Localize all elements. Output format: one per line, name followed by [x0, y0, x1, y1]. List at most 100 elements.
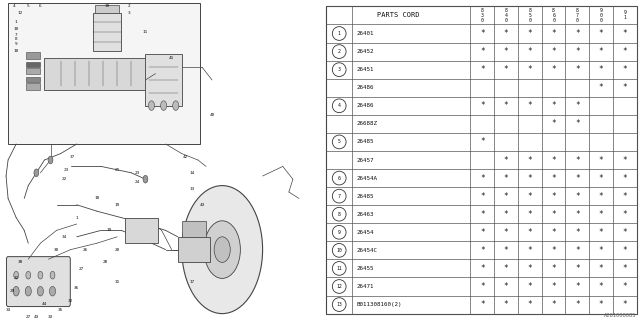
- Text: *: *: [599, 173, 604, 183]
- Text: 35: 35: [58, 308, 63, 312]
- Text: 34: 34: [62, 235, 67, 239]
- Text: PARTS CORD: PARTS CORD: [377, 12, 420, 19]
- Text: *: *: [599, 228, 604, 237]
- Circle shape: [161, 101, 166, 110]
- Circle shape: [332, 63, 346, 76]
- Text: 43: 43: [200, 203, 205, 207]
- Text: 2: 2: [338, 49, 340, 54]
- Text: 36: 36: [74, 286, 79, 290]
- Text: *: *: [623, 282, 627, 291]
- Text: 23: 23: [64, 168, 69, 172]
- Text: 14: 14: [189, 171, 195, 175]
- Text: *: *: [480, 264, 484, 273]
- Circle shape: [332, 189, 346, 203]
- Text: *: *: [480, 137, 484, 147]
- Text: *: *: [623, 29, 627, 38]
- Circle shape: [332, 207, 346, 221]
- Text: *: *: [575, 264, 580, 273]
- Text: *: *: [551, 228, 556, 237]
- Text: *: *: [480, 228, 484, 237]
- Text: 44: 44: [42, 302, 47, 306]
- Text: 2: 2: [128, 4, 131, 8]
- Circle shape: [332, 225, 346, 239]
- Text: *: *: [504, 282, 508, 291]
- Text: 12: 12: [337, 284, 342, 289]
- Text: 9
0
0: 9 0 0: [600, 8, 603, 23]
- Text: 26463: 26463: [357, 212, 374, 217]
- Text: *: *: [623, 83, 627, 92]
- Text: 1: 1: [76, 216, 78, 220]
- Circle shape: [332, 261, 346, 275]
- Circle shape: [49, 286, 56, 296]
- Text: *: *: [504, 101, 508, 110]
- Text: *: *: [527, 65, 532, 74]
- Text: 5: 5: [338, 140, 340, 144]
- Circle shape: [332, 135, 346, 149]
- Text: 26486: 26486: [357, 103, 374, 108]
- Text: 5: 5: [27, 4, 29, 8]
- Text: *: *: [623, 264, 627, 273]
- Text: 8
7
0: 8 7 0: [576, 8, 579, 23]
- Text: *: *: [504, 210, 508, 219]
- Text: 20: 20: [115, 248, 120, 252]
- Circle shape: [13, 271, 19, 279]
- Text: 38: 38: [17, 260, 23, 264]
- Text: *: *: [575, 173, 580, 183]
- Text: *: *: [575, 47, 580, 56]
- Text: 11: 11: [143, 30, 148, 34]
- Circle shape: [332, 45, 346, 59]
- Circle shape: [214, 237, 230, 262]
- Text: *: *: [504, 65, 508, 74]
- Text: *: *: [504, 192, 508, 201]
- Circle shape: [13, 286, 19, 296]
- Text: *: *: [599, 264, 604, 273]
- Circle shape: [25, 286, 31, 296]
- Text: *: *: [504, 228, 508, 237]
- Text: *: *: [504, 47, 508, 56]
- Text: 4: 4: [338, 103, 340, 108]
- Text: 26454C: 26454C: [357, 248, 378, 253]
- Circle shape: [332, 27, 346, 40]
- Circle shape: [332, 280, 346, 293]
- FancyBboxPatch shape: [6, 257, 70, 307]
- Text: 8: 8: [338, 212, 340, 217]
- Text: *: *: [551, 156, 556, 164]
- Text: 26454: 26454: [357, 230, 374, 235]
- Text: *: *: [480, 101, 484, 110]
- Text: 26451: 26451: [357, 67, 374, 72]
- Text: *: *: [504, 156, 508, 164]
- Text: 37: 37: [70, 155, 76, 159]
- Text: *: *: [551, 101, 556, 110]
- Text: *: *: [480, 65, 484, 74]
- Circle shape: [148, 101, 154, 110]
- Text: *: *: [527, 300, 532, 309]
- Text: *: *: [527, 246, 532, 255]
- Text: 40: 40: [209, 113, 215, 117]
- Text: *: *: [551, 282, 556, 291]
- Text: 26452: 26452: [357, 49, 374, 54]
- Text: *: *: [551, 210, 556, 219]
- Text: 21: 21: [115, 168, 120, 172]
- Text: 17: 17: [189, 280, 195, 284]
- Text: *: *: [504, 264, 508, 273]
- Text: 7: 7: [15, 33, 17, 37]
- Text: 9: 9: [338, 230, 340, 235]
- Text: *: *: [480, 192, 484, 201]
- Text: *: *: [480, 173, 484, 183]
- Circle shape: [143, 175, 148, 183]
- Text: 11: 11: [337, 266, 342, 271]
- Text: *: *: [551, 192, 556, 201]
- Text: *: *: [575, 300, 580, 309]
- Text: 24: 24: [135, 180, 140, 184]
- Text: *: *: [575, 29, 580, 38]
- Text: B011308160(2): B011308160(2): [357, 302, 403, 307]
- Bar: [26, 52, 40, 59]
- Bar: [26, 77, 40, 82]
- Text: 10: 10: [13, 49, 19, 53]
- Text: 3: 3: [128, 11, 131, 15]
- Text: *: *: [527, 47, 532, 56]
- Text: 3: 3: [338, 67, 340, 72]
- Text: 16: 16: [195, 248, 200, 252]
- Text: 32: 32: [68, 299, 74, 303]
- Text: *: *: [599, 83, 604, 92]
